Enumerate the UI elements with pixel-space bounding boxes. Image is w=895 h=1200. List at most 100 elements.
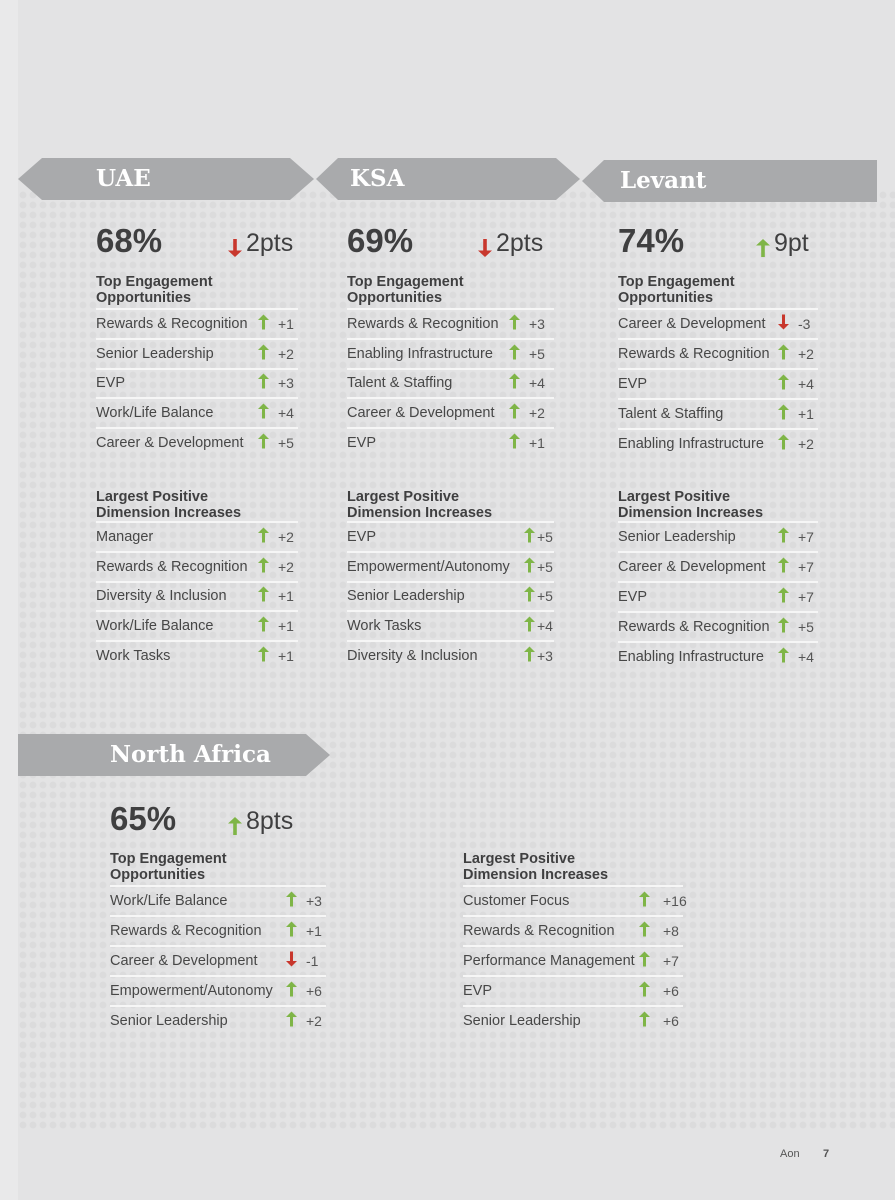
dimension-change: +5 bbox=[798, 619, 814, 635]
list-item: Rewards & Recognition +2 bbox=[96, 550, 298, 581]
top-engagement-opportunities-list: Career & Development -3 Rewards & Recogni… bbox=[618, 308, 818, 458]
list-item: EVP +1 bbox=[347, 427, 554, 457]
list-item: Customer Focus +16 bbox=[463, 885, 687, 915]
dimension-label: Manager bbox=[96, 528, 154, 545]
dimension-label: Customer Focus bbox=[463, 893, 570, 909]
arrow-up-icon bbox=[286, 1011, 297, 1031]
arrow-up-icon bbox=[258, 646, 269, 666]
list-item: Performance Management +7 bbox=[463, 945, 683, 975]
dimension-change: +5 bbox=[537, 528, 553, 545]
list-item: Rewards & Recognition +3 bbox=[347, 308, 554, 338]
dimension-change: +5 bbox=[278, 435, 294, 452]
arrow-up-icon bbox=[778, 617, 789, 637]
dimension-change: +5 bbox=[537, 558, 553, 575]
dimension-label: Career & Development bbox=[347, 405, 495, 422]
engagement-percent-ksa: 69% bbox=[347, 222, 414, 259]
top-engagement-opportunities-title: Top Engagement Opportunities bbox=[96, 274, 213, 306]
top-engagement-opportunities-list: Rewards & Recognition +3 Enabling Infrast… bbox=[347, 308, 554, 457]
dimension-change: +5 bbox=[537, 588, 553, 605]
list-item: Rewards & Recognition +8 bbox=[463, 915, 683, 945]
arrow-up-icon bbox=[778, 434, 789, 454]
dimension-change: +6 bbox=[663, 983, 679, 999]
dimension-label: Career & Development bbox=[110, 953, 258, 969]
list-item: Senior Leadership +6 bbox=[463, 1005, 683, 1035]
list-item: Diversity & Inclusion +3 bbox=[347, 640, 554, 670]
list-item: Talent & Staffing +4 bbox=[347, 367, 554, 398]
dimension-change: +6 bbox=[663, 1013, 679, 1029]
engagement-percent-uae: 68% bbox=[96, 222, 163, 259]
arrow-up-icon bbox=[524, 616, 535, 636]
list-item: Senior Leadership +2 bbox=[96, 337, 298, 368]
arrow-up-icon bbox=[286, 891, 297, 911]
list-item: Career & Development -3 bbox=[618, 308, 818, 338]
arrow-down-icon bbox=[778, 314, 789, 334]
arrow-up-icon bbox=[258, 373, 269, 393]
arrow-up-icon bbox=[258, 314, 269, 333]
dimension-change: +1 bbox=[278, 618, 294, 635]
largest-dimension-increases-title: Largest Positive Dimension Increases bbox=[96, 489, 242, 521]
dimension-label: Rewards & Recognition bbox=[110, 923, 262, 939]
list-item: Enabling Infrastructure +4 bbox=[618, 641, 818, 671]
dimension-change: +3 bbox=[537, 648, 553, 665]
dimension-change: +2 bbox=[278, 345, 294, 362]
largest-dimension-increases-list: Senior Leadership +7 Career & Development… bbox=[618, 521, 818, 671]
dimension-change: +1 bbox=[278, 588, 294, 605]
dimension-change: +2 bbox=[306, 1013, 322, 1029]
top-engagement-opportunities-list: Rewards & Recognition +1 Senior Leadershi… bbox=[96, 308, 298, 457]
dimension-label: EVP bbox=[618, 589, 648, 605]
top-engagement-opportunities-list: Work/Life Balance +3 Rewards & Recognitio… bbox=[110, 885, 326, 1035]
dimension-change: +1 bbox=[529, 435, 545, 452]
dimension-change: +4 bbox=[798, 376, 814, 392]
dimension-change: +2 bbox=[798, 436, 814, 452]
dimension-change: +16 bbox=[663, 893, 687, 909]
arrow-up-icon bbox=[509, 373, 520, 393]
footer-brand: Aon bbox=[780, 1148, 800, 1160]
dimension-change: +1 bbox=[306, 923, 322, 939]
dimension-change: +1 bbox=[278, 648, 294, 665]
change-value: 8pts bbox=[246, 807, 294, 835]
arrow-up-icon bbox=[258, 557, 269, 576]
change-value: 9pt bbox=[774, 229, 809, 257]
list-item: Manager +2 bbox=[96, 521, 298, 551]
arrow-up-icon bbox=[778, 344, 789, 364]
dimension-label: Career & Development bbox=[96, 435, 244, 452]
list-item: Work Tasks +4 bbox=[347, 610, 554, 640]
arrow-up-icon bbox=[258, 527, 269, 546]
region-banner-uae: UAE bbox=[18, 158, 314, 200]
largest-dimension-increases-list: Customer Focus +16 Rewards & Recognition … bbox=[463, 885, 687, 1035]
list-item: Diversity & Inclusion +1 bbox=[96, 580, 298, 611]
list-item: Senior Leadership +5 bbox=[347, 580, 554, 611]
dimension-change: +2 bbox=[798, 346, 814, 362]
dimension-label: Senior Leadership bbox=[347, 588, 465, 605]
dimension-label: Work/Life Balance bbox=[96, 405, 214, 422]
engagement-percent-north_africa: 65% bbox=[110, 800, 177, 837]
arrow-up-icon bbox=[524, 646, 535, 666]
change-value: 2pts bbox=[496, 229, 544, 257]
list-item: Talent & Staffing +1 bbox=[618, 398, 818, 428]
dimension-change: +6 bbox=[306, 983, 322, 999]
dimension-label: EVP bbox=[96, 375, 126, 392]
dimension-label: Senior Leadership bbox=[110, 1013, 228, 1029]
list-item: Work Tasks +1 bbox=[96, 640, 298, 670]
list-item: Career & Development +7 bbox=[618, 551, 818, 581]
dimension-label: Career & Development bbox=[618, 316, 766, 332]
engagement-change-ksa: 2pts bbox=[478, 228, 543, 258]
arrow-up-icon bbox=[524, 557, 535, 576]
dimension-change: +8 bbox=[663, 923, 679, 939]
dimension-change: +4 bbox=[537, 618, 553, 635]
arrow-up-icon bbox=[258, 344, 269, 363]
arrow-up-icon bbox=[778, 527, 789, 547]
dimension-label: Rewards & Recognition bbox=[96, 558, 248, 575]
dimension-label: Rewards & Recognition bbox=[463, 923, 615, 939]
arrow-up-icon bbox=[639, 951, 650, 971]
list-item: Work/Life Balance +3 bbox=[110, 885, 326, 915]
arrow-up-icon bbox=[778, 557, 789, 577]
dimension-change: +2 bbox=[278, 528, 294, 545]
arrow-up-icon bbox=[509, 314, 520, 333]
dimension-change: -1 bbox=[306, 953, 319, 969]
region-banner-levant: Levant bbox=[582, 160, 877, 202]
arrow-up-icon bbox=[756, 234, 770, 257]
dimension-label: Work/Life Balance bbox=[110, 893, 228, 909]
dimension-label: Talent & Staffing bbox=[618, 406, 724, 422]
dimension-label: Senior Leadership bbox=[96, 345, 214, 362]
